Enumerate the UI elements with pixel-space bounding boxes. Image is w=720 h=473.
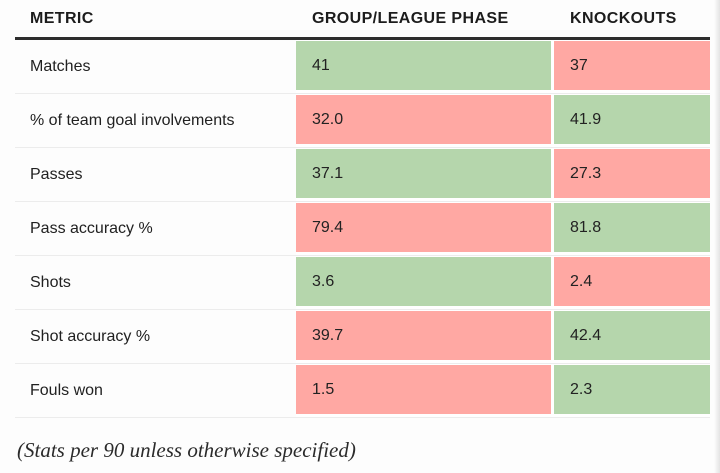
knockouts-value: 2.3 <box>554 364 710 417</box>
table-row: Fouls won 1.5 2.3 <box>15 364 710 418</box>
header-knockouts: KNOCKOUTS <box>570 9 677 27</box>
stats-table: METRIC GROUP/LEAGUE PHASE KNOCKOUTS Matc… <box>15 0 710 418</box>
header-metric: METRIC <box>30 9 94 27</box>
table-row: % of team goal involvements 32.0 41.9 <box>15 94 710 148</box>
screenshot-right-edge-shade <box>714 0 720 473</box>
knockouts-value: 27.3 <box>554 148 710 201</box>
group-phase-value: 37.1 <box>296 148 554 201</box>
metric-label: Passes <box>30 165 83 183</box>
table-header-row: METRIC GROUP/LEAGUE PHASE KNOCKOUTS <box>15 0 710 37</box>
table-row: Pass accuracy % 79.4 81.8 <box>15 202 710 256</box>
header-divider-rule <box>15 37 710 40</box>
group-phase-value: 3.6 <box>296 256 554 309</box>
header-group-league-phase: GROUP/LEAGUE PHASE <box>312 9 509 27</box>
group-phase-value: 1.5 <box>296 364 554 417</box>
table-row: Shot accuracy % 39.7 42.4 <box>15 310 710 364</box>
knockouts-value: 42.4 <box>554 310 710 363</box>
metric-label: % of team goal involvements <box>30 111 235 129</box>
knockouts-value: 81.8 <box>554 202 710 255</box>
group-phase-value: 39.7 <box>296 310 554 363</box>
metric-label: Fouls won <box>30 381 103 399</box>
knockouts-value: 2.4 <box>554 256 710 309</box>
metric-label: Pass accuracy % <box>30 219 153 237</box>
knockouts-value: 41.9 <box>554 94 710 147</box>
knockouts-value: 37 <box>554 40 710 93</box>
group-phase-value: 79.4 <box>296 202 554 255</box>
group-phase-value: 41 <box>296 40 554 93</box>
metric-label: Shot accuracy % <box>30 327 151 345</box>
group-phase-value: 32.0 <box>296 94 554 147</box>
table-row: Matches 41 37 <box>15 40 710 94</box>
metric-label: Matches <box>30 57 91 75</box>
metric-label: Shots <box>30 273 71 291</box>
table-row: Passes 37.1 27.3 <box>15 148 710 202</box>
stats-footnote: (Stats per 90 unless otherwise specified… <box>17 438 356 462</box>
table-row: Shots 3.6 2.4 <box>15 256 710 310</box>
